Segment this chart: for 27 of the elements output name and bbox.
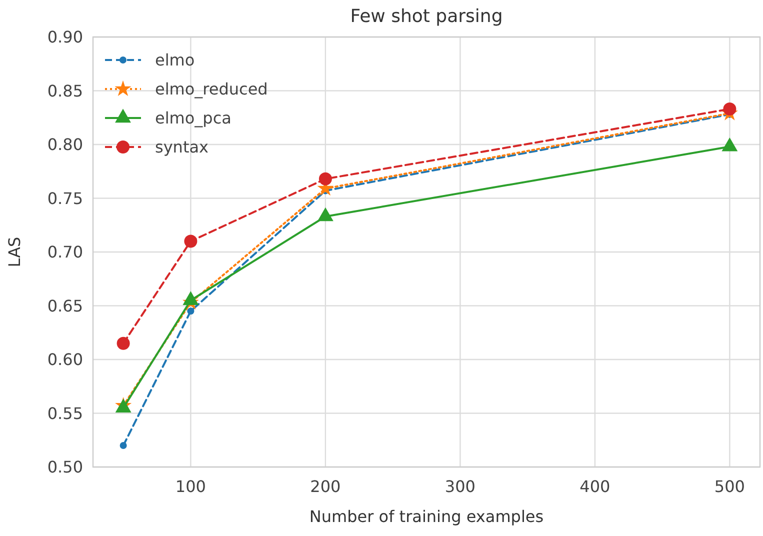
point [318, 172, 332, 186]
chart-title: Few shot parsing [350, 6, 503, 27]
y-tick-label: 0.50 [47, 458, 83, 477]
y-tick-label: 0.65 [47, 296, 83, 316]
legend-label: elmo [155, 50, 195, 70]
y-tick-label: 0.90 [47, 28, 83, 47]
y-tick-label: 0.70 [47, 242, 83, 262]
legend-label: syntax [155, 138, 208, 157]
y-axis-title: LAS [5, 236, 24, 268]
y-tick-label: 0.80 [47, 135, 83, 154]
legend-label: elmo_reduced [155, 80, 268, 99]
point [116, 336, 130, 350]
legend-label: elmo_pca [155, 108, 232, 128]
y-tick-label: 0.55 [47, 404, 83, 423]
y-tick-label: 0.85 [47, 81, 83, 100]
point [723, 102, 736, 116]
point [120, 442, 127, 449]
x-tick-label: 300 [444, 477, 476, 496]
y-tick-label: 0.75 [47, 188, 83, 208]
x-tick-label: 200 [310, 477, 341, 496]
x-tick-label: 100 [175, 477, 206, 496]
point [187, 308, 194, 315]
x-tick-label: 500 [714, 477, 745, 496]
x-axis-title: Number of training examples [309, 507, 544, 526]
y-tick-label: 0.60 [47, 350, 83, 370]
x-tick-label: 400 [580, 477, 610, 496]
point [184, 234, 198, 248]
